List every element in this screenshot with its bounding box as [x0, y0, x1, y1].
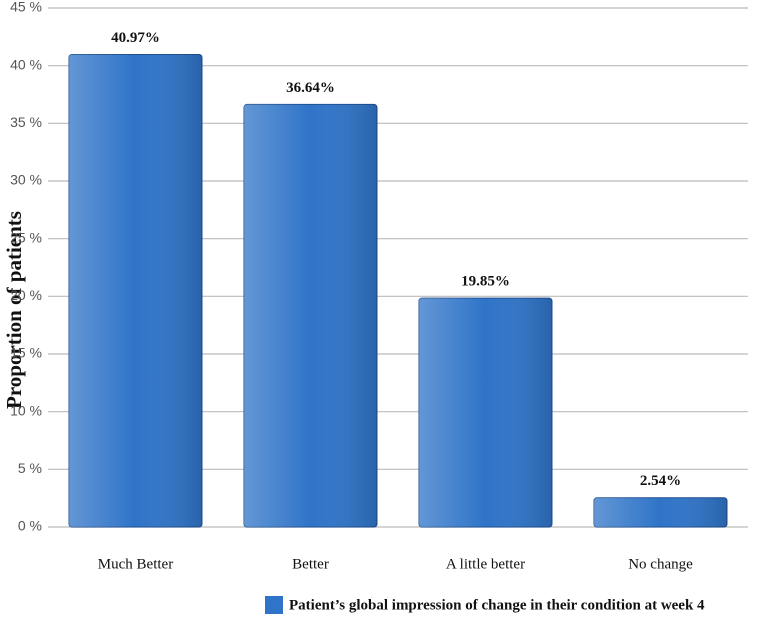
y-tick-label: 35 %: [10, 114, 42, 130]
data-label: 19.85%: [461, 274, 510, 290]
y-tick-label: 30 %: [10, 172, 42, 188]
data-label: 2.54%: [640, 473, 681, 489]
y-tick-label: 20 %: [10, 287, 42, 303]
legend-swatch: [265, 596, 283, 614]
bar-shade: [244, 104, 377, 527]
y-tick-label: 0 %: [18, 518, 42, 534]
bar-shade: [419, 298, 552, 527]
data-label: 36.64%: [286, 80, 335, 96]
y-tick-label: 40 %: [10, 56, 42, 72]
data-label: 40.97%: [111, 30, 160, 46]
y-tick-label: 10 %: [10, 402, 42, 418]
bar-shade: [69, 54, 202, 527]
y-tick-label: 45 %: [10, 0, 42, 15]
y-tick-label: 5 %: [18, 460, 42, 476]
bar-shade: [594, 497, 727, 527]
legend-label: Patient’s global impression of change in…: [289, 597, 705, 613]
y-tick-label: 15 %: [10, 345, 42, 361]
x-tick-label: Better: [292, 556, 329, 572]
x-tick-label: Much Better: [98, 556, 173, 572]
y-axis-label: Proportion of patients: [2, 211, 26, 409]
x-tick-label: A little better: [446, 556, 525, 572]
y-tick-label: 25 %: [10, 229, 42, 245]
x-tick-label: No change: [628, 556, 693, 572]
